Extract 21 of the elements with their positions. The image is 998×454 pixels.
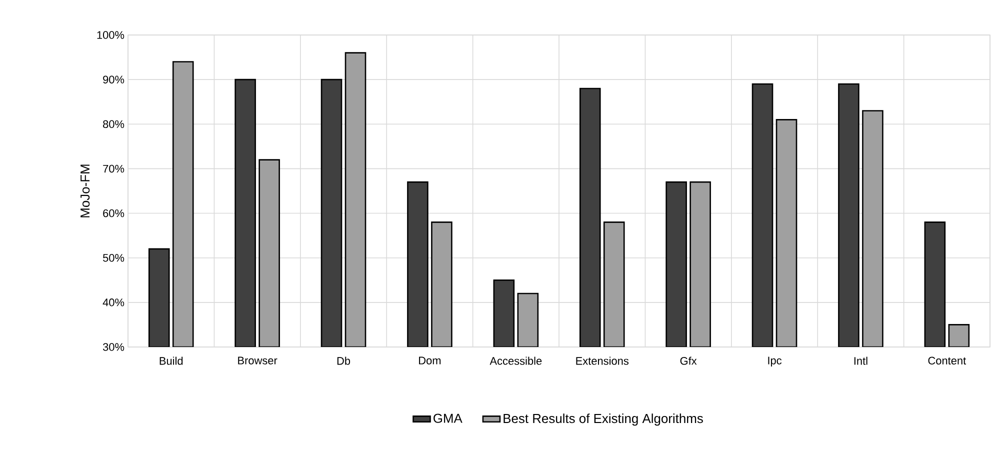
y-tick-label: 100% (97, 31, 124, 39)
x-tick-label: Browser (238, 356, 278, 364)
x-tick-label: Intl (854, 356, 868, 365)
x-tick-label: Ipc (768, 356, 782, 367)
legend-label: GMA (434, 414, 462, 423)
x-tick-label: Dom (419, 356, 441, 364)
x-tick-label: Extensions (576, 356, 629, 365)
x-tick-label: Build (160, 356, 183, 365)
legend-label: Best Results of Existing Algorithms (504, 414, 703, 426)
x-tick-label: Content (928, 356, 966, 365)
x-tick-label: Gfx (680, 356, 697, 365)
y-axis-title: MoJo-FM (80, 164, 90, 218)
x-tick-label: Accessible (490, 356, 542, 365)
x-tick-label: Db (337, 356, 350, 365)
y-tick-label: 50% (102, 254, 124, 262)
y-tick-label: 30% (102, 343, 124, 351)
y-tick-label: 80% (103, 120, 124, 128)
y-tick-label: 90% (103, 76, 124, 84)
y-tick-label: 40% (102, 298, 124, 306)
y-tick-label: 60% (103, 209, 124, 218)
y-tick-label: 70% (103, 164, 124, 173)
